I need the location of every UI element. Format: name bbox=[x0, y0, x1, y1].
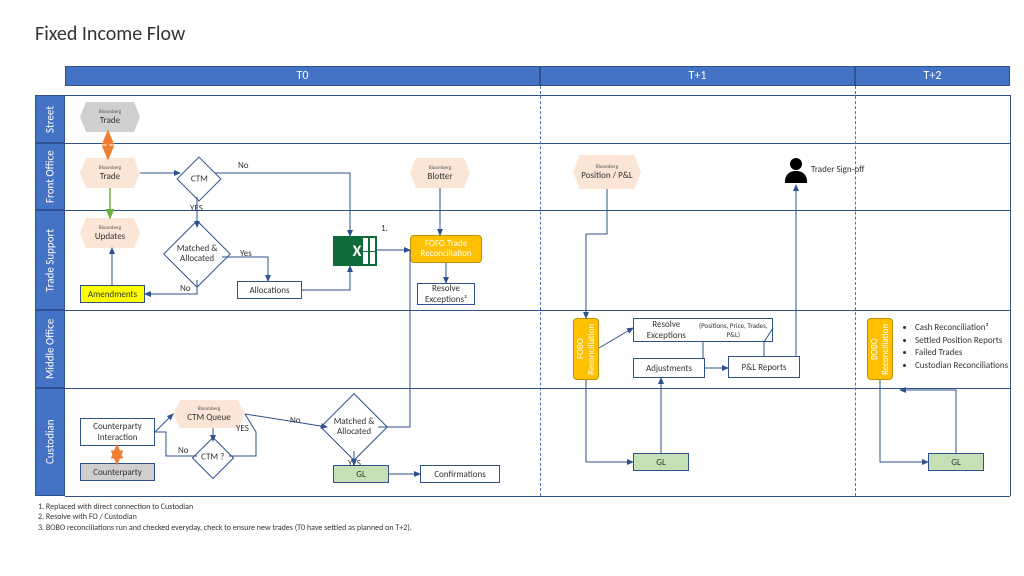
node-ctm_q: CTM ? bbox=[192, 437, 234, 479]
label-yes3: YES bbox=[348, 458, 361, 469]
col-t1: T+1 bbox=[540, 66, 855, 86]
node-fofo: FOFO Trade Reconciliation bbox=[410, 235, 482, 263]
label-no1: No bbox=[238, 160, 249, 171]
label-sup1: 1. bbox=[381, 223, 388, 234]
node-excel: X bbox=[333, 236, 377, 266]
node-amendments: Amendments bbox=[80, 285, 145, 303]
node-allocations: Allocations bbox=[237, 281, 302, 299]
node-blotter: BloombergBlotter bbox=[410, 158, 470, 188]
node-updates: BloombergUpdates bbox=[80, 218, 140, 248]
node-ctm_queue: BloombergCTM Queue bbox=[173, 400, 245, 428]
lane-street: Street bbox=[35, 95, 65, 143]
label-yes1: YES bbox=[190, 203, 203, 214]
lane-middle: Middle Office bbox=[35, 310, 65, 388]
node-ctm: CTM bbox=[176, 156, 221, 201]
node-resolve_exc: Resolve Exceptions² bbox=[417, 283, 475, 305]
node-gl3: GL bbox=[928, 453, 984, 471]
node-street_trade: BloombergTrade bbox=[80, 102, 140, 132]
node-trader_signoff: Trader Sign-off bbox=[785, 158, 807, 183]
col-sep-1 bbox=[540, 86, 541, 496]
label-no3: No bbox=[290, 415, 301, 426]
node-counterparty: Counterparty bbox=[80, 463, 155, 481]
lane-support: Trade Support bbox=[35, 210, 65, 310]
node-pl_reports: P&L Reports bbox=[728, 356, 800, 378]
node-gl1: GL bbox=[333, 465, 389, 483]
node-confirmations: Confirmations bbox=[420, 465, 500, 483]
col-t0: T0 bbox=[65, 66, 540, 86]
lane-custodian: Custodian bbox=[35, 388, 65, 496]
footnotes: 1. Replaced with direct connection to Cu… bbox=[38, 502, 412, 533]
arrows-layer bbox=[0, 0, 1024, 576]
lane-front: Front Office bbox=[35, 143, 65, 210]
node-resolve_exc2: Resolve Exceptions(Positions, Price, Tra… bbox=[633, 318, 773, 342]
label-yes4: YES bbox=[236, 423, 249, 434]
node-gl2: GL bbox=[633, 453, 689, 471]
page-title: Fixed Income Flow bbox=[35, 22, 185, 46]
node-bobo: BOBO Reconciliation bbox=[867, 318, 893, 380]
label-no2: No bbox=[180, 283, 191, 294]
node-counterparty_int: Counterparty Interaction bbox=[80, 418, 155, 446]
node-matched_alloc: Matched & Allocated bbox=[163, 220, 231, 288]
label-yes2: Yes bbox=[240, 248, 252, 259]
node-fo_trade: BloombergTrade bbox=[80, 158, 140, 188]
label-no4: No bbox=[178, 445, 189, 456]
col-t2: T+2 bbox=[855, 66, 1010, 86]
node-fobo: FOBO Reconciliation bbox=[573, 318, 599, 380]
col-sep-2 bbox=[855, 86, 856, 496]
node-matched_alloc2: Matched & Allocated bbox=[320, 393, 388, 461]
t2-bullets: Cash Reconciliation³Settled Position Rep… bbox=[903, 322, 1008, 372]
node-position_pl: BloombergPosition / P&L bbox=[573, 155, 641, 189]
node-adjustments: Adjustments bbox=[633, 358, 705, 378]
